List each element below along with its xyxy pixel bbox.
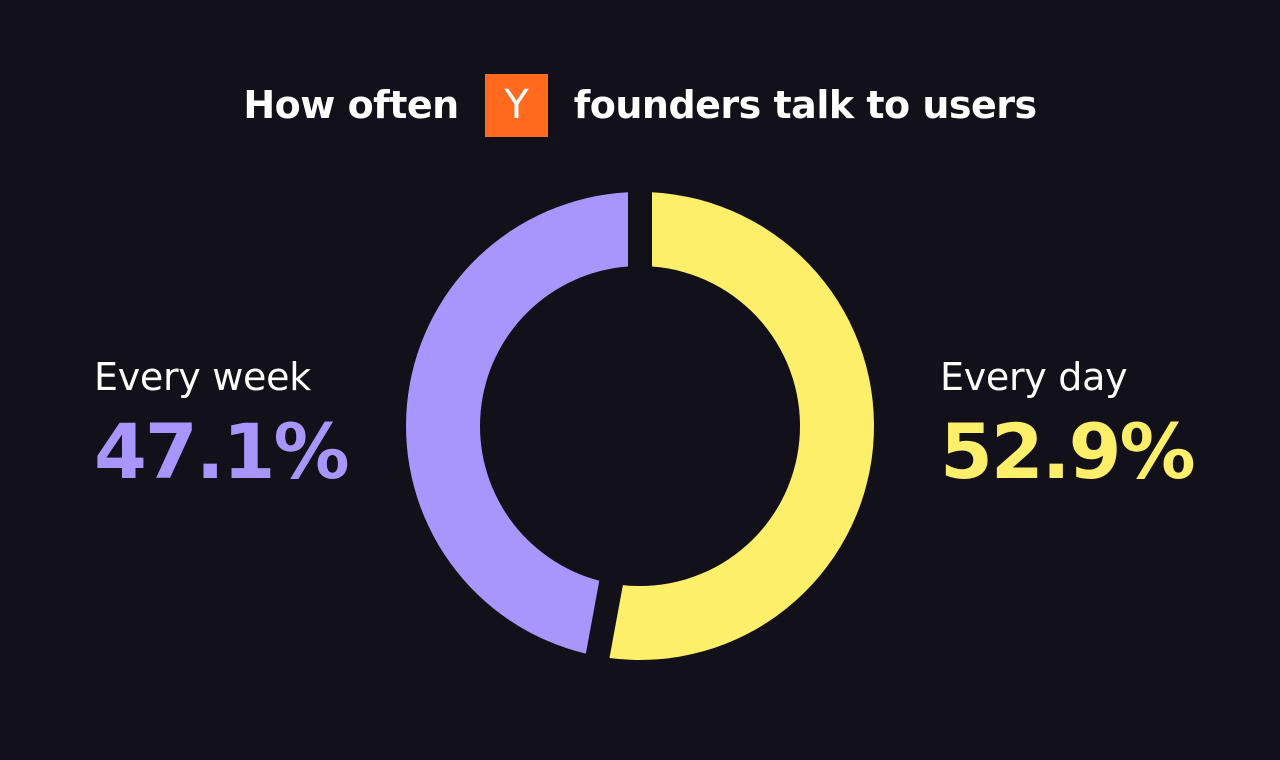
legend-every-week: Every week 47.1% (94, 352, 350, 498)
chart-title: How often Y founders talk to users (0, 72, 1280, 138)
yc-logo-icon: Y (484, 73, 548, 137)
legend-every-day: Every day 52.9% (940, 352, 1196, 498)
donut-slice-every-week (405, 192, 628, 654)
title-text-after: founders talk to users (573, 83, 1037, 127)
legend-value-every-week: 47.1% (94, 407, 350, 496)
donut-slices (405, 192, 874, 660)
legend-label-every-day: Every day (940, 355, 1128, 399)
title-text-before: How often (243, 83, 459, 127)
donut-slice-every-day (609, 192, 874, 660)
legend-label-every-week: Every week (94, 355, 311, 399)
legend-value-every-day: 52.9% (940, 407, 1196, 496)
